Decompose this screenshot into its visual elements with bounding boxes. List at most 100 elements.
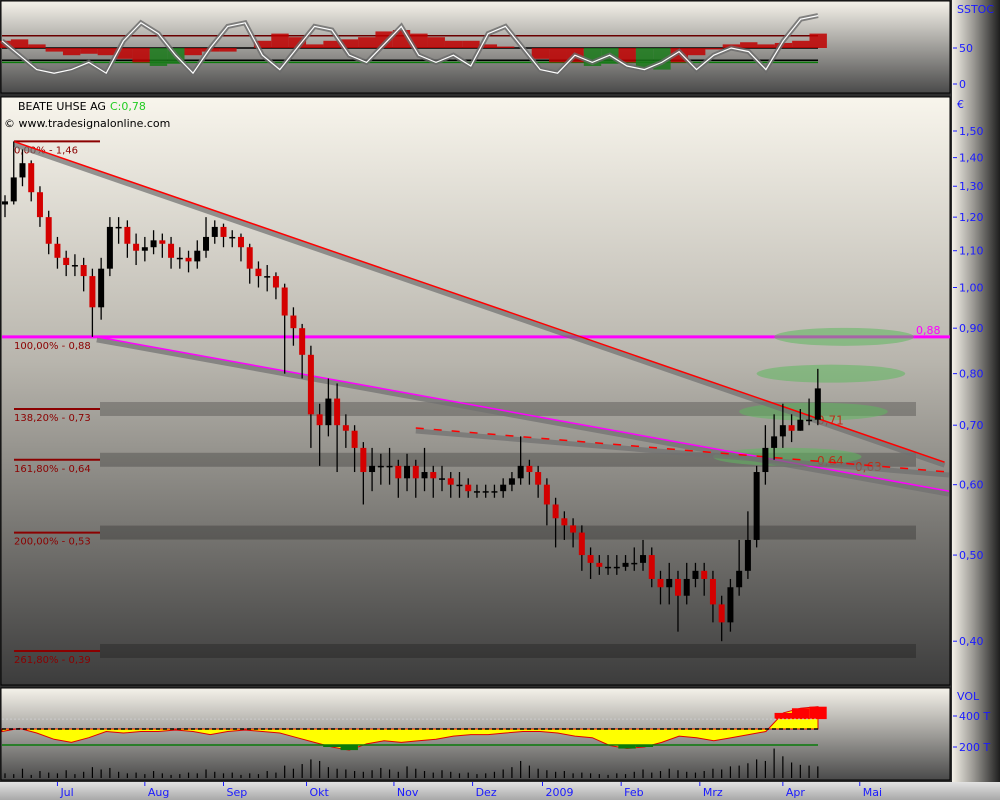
volume-oscillator-low bbox=[618, 744, 636, 749]
candle-down bbox=[447, 478, 454, 485]
price-tick-label: 0,60 bbox=[959, 479, 984, 492]
candle-down bbox=[526, 465, 533, 473]
candle-up bbox=[736, 570, 743, 588]
fib-label: 138,20% - 0,73 bbox=[14, 413, 91, 424]
sstoc-histogram-bar bbox=[62, 48, 81, 56]
trendlines bbox=[12, 140, 950, 497]
fib-label: 261,80% - 0,39 bbox=[14, 655, 91, 666]
candle-up bbox=[404, 465, 411, 479]
sstoc-histogram-bar bbox=[45, 48, 63, 52]
candle-down bbox=[299, 328, 306, 355]
candle-down bbox=[395, 465, 402, 479]
candle-up bbox=[229, 236, 236, 239]
sstoc-histogram-bar bbox=[618, 48, 636, 63]
trendline bbox=[13, 140, 945, 463]
candle-up bbox=[71, 265, 78, 267]
candle-down bbox=[307, 354, 314, 415]
sstoc-histogram-bar bbox=[757, 44, 775, 48]
price-tick-label: 0,40 bbox=[959, 635, 984, 648]
candle-down bbox=[334, 398, 341, 426]
candle-up bbox=[150, 240, 157, 248]
candlesticks bbox=[2, 141, 821, 642]
time-tick-label: Apr bbox=[786, 786, 806, 799]
close-value: C:0,78 bbox=[110, 100, 146, 113]
candle-down bbox=[430, 472, 437, 479]
time-axis-strip bbox=[0, 782, 1000, 800]
price-tick-label: 0,80 bbox=[959, 368, 984, 381]
price-tick-label: 1,50 bbox=[959, 125, 984, 138]
fib-label: 0,00% - 1,46 bbox=[14, 145, 78, 156]
candle-up bbox=[194, 250, 201, 262]
price-panel bbox=[0, 96, 951, 686]
volume-indicator bbox=[1, 706, 827, 778]
candle-up bbox=[473, 491, 480, 493]
time-tick-label: Mai bbox=[863, 786, 882, 799]
candle-up bbox=[640, 555, 647, 563]
candle-down bbox=[360, 447, 367, 473]
candle-down bbox=[133, 243, 140, 251]
candle-down bbox=[788, 425, 795, 431]
candle-down bbox=[54, 243, 61, 258]
price-tick-label: 0,70 bbox=[959, 419, 984, 432]
candle-down bbox=[316, 414, 323, 426]
candle-down bbox=[63, 257, 70, 266]
candle-up bbox=[683, 578, 690, 596]
candle-down bbox=[36, 192, 43, 218]
candle-down bbox=[552, 504, 559, 519]
candle-down bbox=[570, 525, 577, 533]
candle-down bbox=[543, 484, 550, 505]
candle-up bbox=[500, 484, 507, 492]
sstoc-axis-title: SSTOC bbox=[957, 3, 994, 16]
fib-band bbox=[100, 401, 916, 416]
price-tick-label: 1,20 bbox=[959, 211, 984, 224]
candle-down bbox=[290, 315, 297, 329]
candle-up bbox=[421, 472, 428, 479]
candle-down bbox=[701, 570, 708, 579]
volume-oscillator-low bbox=[635, 744, 654, 747]
candle-up bbox=[631, 562, 638, 565]
candle-up bbox=[2, 201, 8, 205]
candle-up bbox=[439, 478, 445, 480]
time-tick-label: Nov bbox=[397, 786, 419, 799]
candle-down bbox=[124, 226, 131, 244]
candle-down bbox=[80, 265, 87, 277]
price-tick-label: 0,50 bbox=[959, 549, 984, 562]
candle-up bbox=[325, 398, 332, 426]
candle-up bbox=[508, 478, 515, 485]
time-tick-label: Aug bbox=[148, 786, 169, 799]
instrument-name: BEATE UHSE AG bbox=[18, 100, 106, 113]
candle-down bbox=[535, 472, 542, 485]
sstoc-histogram-bar bbox=[496, 46, 515, 48]
candle-up bbox=[727, 587, 734, 623]
sstoc-histogram-bar bbox=[219, 48, 237, 52]
trendline-shadow bbox=[12, 142, 946, 468]
sstoc-histogram-bar bbox=[358, 37, 376, 48]
sstoc-histogram-bar bbox=[340, 39, 359, 48]
fib-band bbox=[100, 525, 916, 540]
candle-down bbox=[578, 532, 585, 556]
candle-down bbox=[718, 604, 725, 623]
target-zone-ellipse bbox=[774, 327, 914, 346]
volume-oscillator-low bbox=[323, 744, 341, 747]
volume-axis-title: VOL bbox=[957, 690, 980, 703]
volume-oscillator-high bbox=[774, 712, 792, 720]
candle-up bbox=[141, 247, 148, 251]
candle-up bbox=[377, 465, 384, 468]
candle-up bbox=[692, 570, 699, 579]
volume-oscillator-low bbox=[340, 744, 358, 751]
sstoc-histogram-bar bbox=[28, 44, 46, 48]
sstoc-histogram-bar bbox=[549, 48, 567, 63]
sstoc-histogram-bar bbox=[687, 48, 706, 56]
candle-up bbox=[753, 472, 760, 540]
candle-up bbox=[176, 257, 183, 260]
volume-oscillator-high bbox=[809, 706, 827, 720]
sstoc-line bbox=[1, 15, 819, 75]
volume-tick-label: 400 T bbox=[959, 710, 990, 723]
target-zone-ellipse bbox=[756, 364, 906, 383]
sstoc-histogram-bar bbox=[288, 37, 307, 48]
trendline-shadow bbox=[415, 428, 950, 478]
trendline-shadow bbox=[96, 337, 950, 497]
candle-down bbox=[159, 240, 166, 244]
copyright-link[interactable]: © www.tradesignalonline.com bbox=[4, 117, 170, 130]
